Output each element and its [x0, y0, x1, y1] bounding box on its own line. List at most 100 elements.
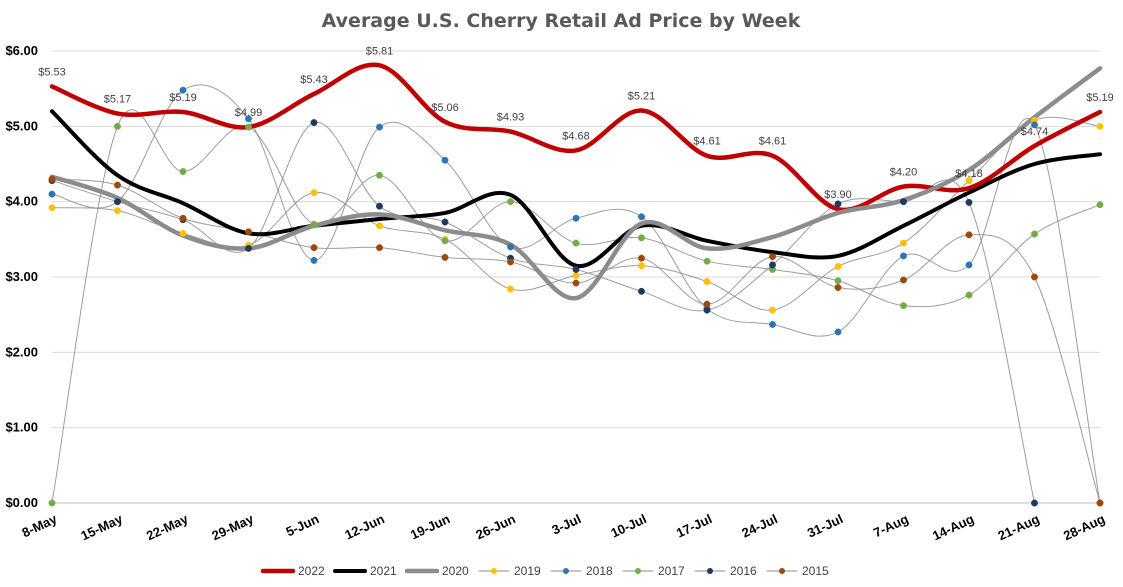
point-2015 — [1031, 273, 1038, 281]
x-tick-label: 28-Aug — [1061, 511, 1107, 543]
point-2015 — [245, 228, 252, 236]
legend-label: 2017 — [658, 564, 685, 578]
y-tick-label: $1.00 — [5, 420, 38, 435]
data-label: $5.81 — [366, 45, 394, 57]
point-2015 — [310, 244, 318, 252]
point-2019 — [965, 177, 973, 185]
point-2017 — [179, 168, 187, 175]
x-tick-label: 31-Jul — [805, 511, 845, 540]
point-2019 — [900, 239, 907, 247]
point-2015 — [769, 253, 776, 261]
data-label: $4.99 — [235, 107, 263, 119]
data-label: $5.19 — [169, 92, 197, 104]
point-2017 — [1031, 230, 1038, 238]
y-tick-label: $5.00 — [5, 118, 38, 133]
point-2016 — [310, 119, 318, 127]
point-2019 — [114, 207, 121, 215]
y-tick-label: $4.00 — [5, 194, 38, 209]
point-2019 — [507, 285, 514, 293]
point-2017 — [703, 257, 711, 265]
point-2019 — [769, 306, 776, 314]
point-2017 — [834, 277, 842, 285]
point-2018 — [900, 252, 907, 260]
legend-label: 2020 — [442, 564, 469, 578]
point-2018 — [441, 156, 449, 164]
point-2015 — [834, 284, 842, 291]
x-tick-label: 26-Jun — [473, 511, 517, 542]
point-2019 — [376, 222, 383, 230]
point-2017 — [1096, 201, 1104, 209]
point-2018 — [638, 213, 645, 221]
point-2017 — [638, 234, 645, 242]
x-tick-label: 8-May — [20, 511, 60, 540]
data-label: $4.18 — [955, 168, 983, 180]
point-2015 — [507, 258, 514, 266]
legend-item-2017: 2017 — [622, 564, 685, 578]
legend-item-2022: 2022 — [260, 564, 325, 578]
legend-marker — [491, 568, 497, 574]
data-label: $5.21 — [628, 91, 656, 103]
legend-item-2020: 2020 — [404, 564, 469, 578]
point-2017 — [114, 122, 121, 130]
legend-label: 2016 — [730, 564, 757, 578]
y-tick-label: $6.00 — [5, 43, 38, 58]
data-label: $4.68 — [562, 130, 590, 142]
point-2017 — [900, 302, 907, 310]
point-2019 — [1096, 122, 1104, 130]
legend-item-2021: 2021 — [333, 564, 397, 578]
point-2018 — [310, 256, 318, 264]
x-tick-label: 12-Jun — [342, 511, 386, 542]
legend-item-2019: 2019 — [478, 564, 541, 578]
point-2019 — [703, 278, 711, 285]
x-tick-label: 5-Jun — [284, 511, 322, 539]
x-tick-label: 21-Aug — [995, 511, 1041, 543]
point-2017 — [245, 123, 252, 131]
legend-marker — [563, 568, 569, 574]
point-2015 — [638, 254, 645, 262]
point-2015 — [572, 279, 580, 287]
chart-title: Average U.S. Cherry Retail Ad Price by W… — [322, 10, 801, 32]
point-2018 — [507, 243, 514, 251]
point-2015 — [179, 214, 187, 222]
data-label: $3.90 — [824, 189, 852, 201]
data-label: $4.93 — [497, 112, 525, 124]
legend-marker — [707, 568, 713, 574]
legend-item-2015: 2015 — [766, 564, 829, 578]
legend-label: 2021 — [370, 564, 397, 578]
data-label: $4.20 — [890, 167, 918, 179]
point-2015 — [48, 175, 56, 183]
y-tick-label: $3.00 — [5, 269, 38, 284]
data-label: $5.19 — [1086, 92, 1114, 104]
point-2016 — [965, 198, 973, 206]
data-label: $4.61 — [759, 136, 787, 148]
point-2018 — [834, 328, 842, 336]
series-line-2018 — [51, 84, 1101, 504]
point-2019 — [48, 204, 56, 212]
point-2016 — [703, 306, 711, 314]
point-2018 — [572, 214, 580, 222]
point-2016 — [572, 266, 580, 273]
point-2016 — [834, 200, 842, 208]
point-2018 — [965, 261, 973, 269]
point-2018 — [1031, 121, 1038, 129]
point-2018 — [245, 115, 252, 123]
series-line-2017 — [51, 109, 1101, 504]
point-2015 — [1096, 499, 1104, 507]
y-tick-label: $2.00 — [5, 344, 38, 359]
point-2016 — [114, 198, 121, 206]
x-tick-label: 22-May — [144, 511, 191, 544]
point-2019 — [310, 189, 318, 197]
point-2018 — [179, 86, 187, 94]
data-label: $4.61 — [693, 136, 721, 148]
point-2017 — [48, 499, 56, 507]
x-tick-label: 7-Aug — [871, 511, 911, 540]
data-label: $5.43 — [300, 74, 328, 86]
point-2017 — [376, 171, 383, 179]
legend-marker — [779, 568, 785, 574]
legend-item-2018: 2018 — [550, 564, 613, 578]
x-tick-label: 17-Jul — [674, 511, 714, 540]
data-label: $5.53 — [38, 66, 66, 78]
legend-label: 2019 — [514, 564, 541, 578]
point-2017 — [572, 239, 580, 247]
